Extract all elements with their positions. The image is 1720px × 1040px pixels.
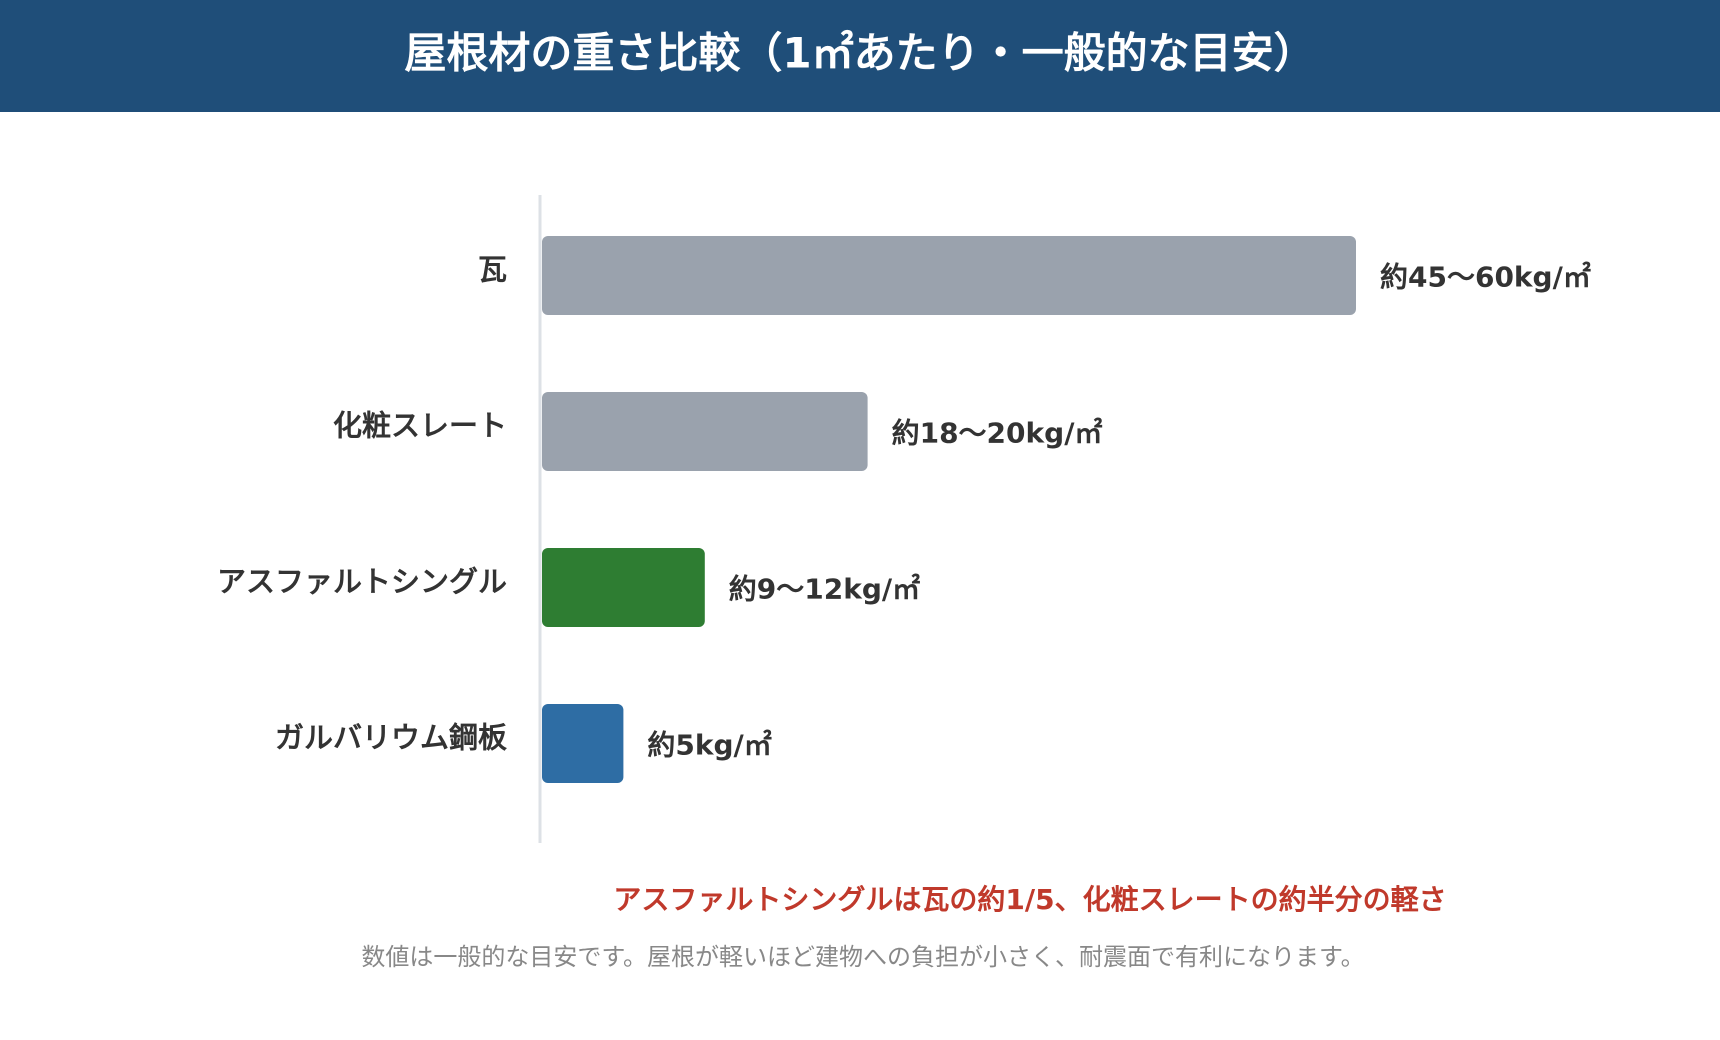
category-label: アスファルトシングル — [217, 565, 507, 599]
value-label: 約45〜60kg/㎡ — [1380, 261, 1591, 294]
category-label: 化粧スレート — [333, 409, 507, 443]
bar — [542, 704, 624, 783]
annotation: アスファルトシングルは瓦の約1/5、化粧スレートの約半分の軽さ — [613, 883, 1446, 916]
header-band — [0, 0, 1720, 112]
category-label: ガルバリウム鋼板 — [275, 721, 508, 755]
note: 数値は一般的な目安です。屋根が軽いほど建物への負担が小さく、耐震面で有利になりま… — [361, 943, 1364, 971]
category-label: 瓦 — [478, 253, 507, 287]
bar — [542, 236, 1356, 315]
value-label: 約9〜12kg/㎡ — [729, 573, 920, 606]
value-label: 約18〜20kg/㎡ — [892, 417, 1103, 450]
chart-title: 屋根材の重さ比較（1㎡あたり・一般的な目安） — [404, 29, 1315, 78]
bar — [542, 392, 868, 471]
bar — [542, 548, 705, 627]
value-label: 約5kg/㎡ — [647, 729, 771, 762]
